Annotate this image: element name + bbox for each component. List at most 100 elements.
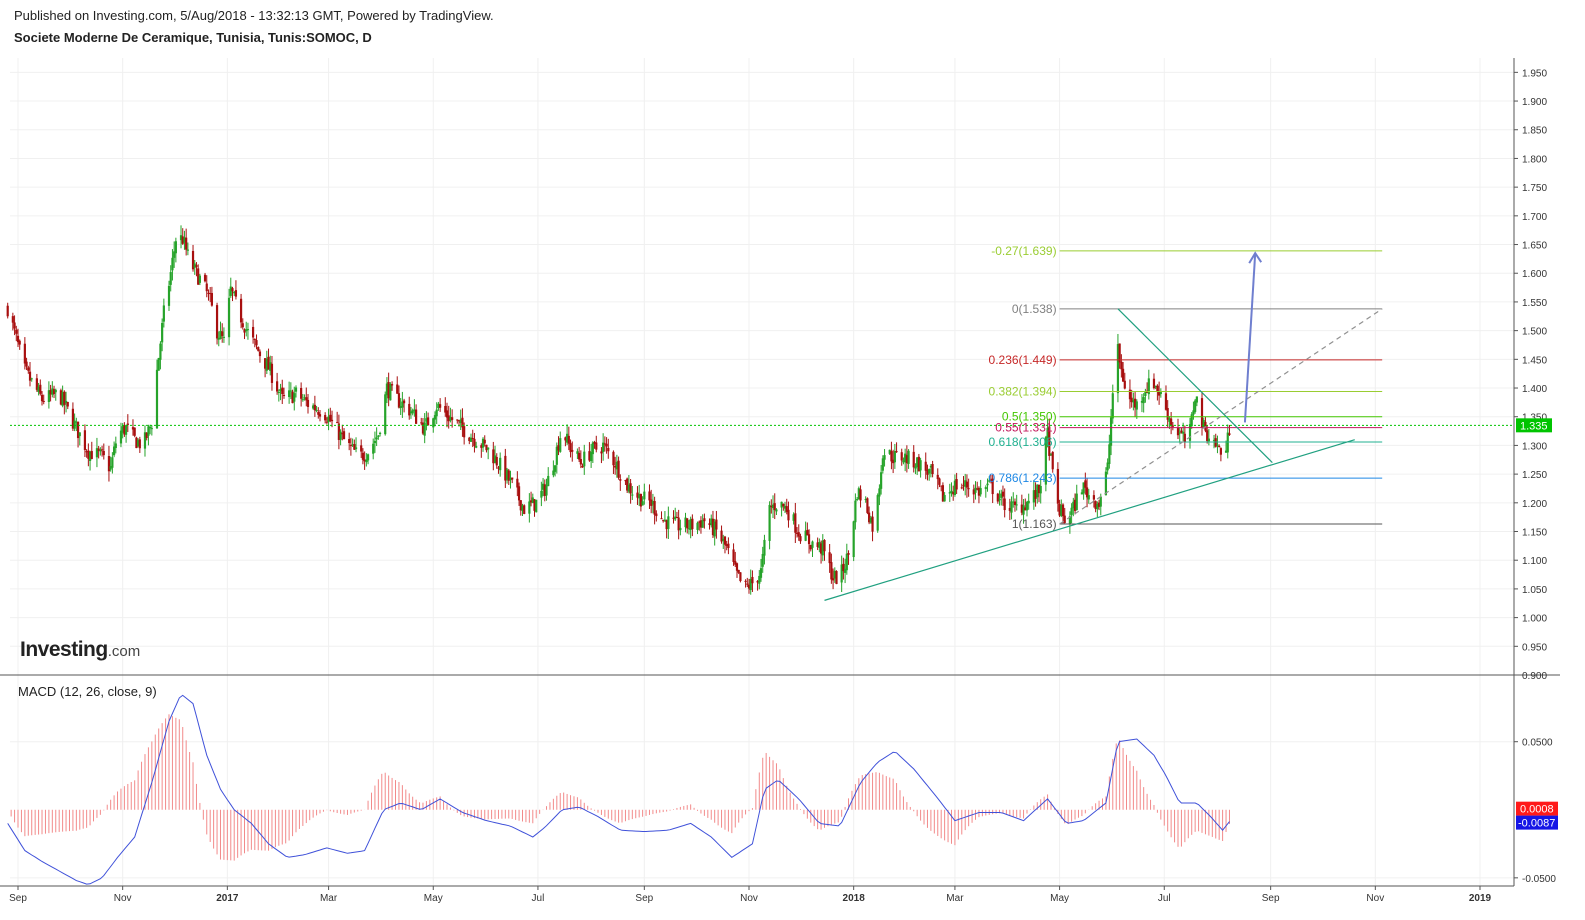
candle-body	[54, 389, 57, 393]
candle-body	[229, 286, 232, 296]
fib-level-label: 0.236(1.449)	[989, 353, 1057, 367]
candle-body	[1168, 418, 1171, 422]
candle-body	[919, 460, 922, 471]
candle-body	[425, 418, 428, 422]
time-tick-label: 2017	[216, 893, 239, 904]
candle-body	[481, 438, 485, 448]
candle-body	[1058, 503, 1061, 516]
candle-body	[773, 503, 776, 511]
candle-body	[473, 438, 476, 446]
price-tick-label: 0.900	[1522, 671, 1547, 682]
candle-body	[191, 251, 195, 270]
candle-body	[636, 492, 639, 498]
candle-body	[1192, 410, 1195, 415]
candle-body	[1158, 391, 1161, 396]
candle-body	[227, 297, 231, 338]
candle-body	[701, 520, 704, 528]
candle-body	[337, 423, 340, 440]
candle-body	[135, 437, 138, 449]
candle-body	[643, 491, 646, 500]
candle-body	[831, 578, 835, 581]
candle-body	[1013, 501, 1017, 505]
candle-body	[986, 483, 989, 486]
candle-body	[329, 414, 332, 421]
candle-body	[722, 538, 725, 541]
candle-body	[263, 358, 267, 369]
candle-body	[708, 523, 711, 525]
candle-body	[1135, 401, 1138, 410]
trendline-support	[824, 439, 1355, 601]
candle-body	[782, 503, 785, 507]
candle-body	[1154, 385, 1157, 388]
candle-body	[830, 562, 833, 580]
candle-body	[313, 404, 316, 411]
candle-body	[566, 433, 569, 443]
candle-body	[940, 485, 943, 487]
candle-body	[711, 518, 715, 536]
candle-body	[965, 481, 969, 488]
candle-body	[195, 265, 198, 267]
candle-body	[1108, 444, 1111, 464]
fib-level-label: -0.27(1.639)	[991, 244, 1056, 258]
candle-body	[746, 583, 749, 585]
candle-body	[210, 293, 214, 306]
candle-body	[859, 489, 862, 501]
candle-body	[710, 518, 713, 526]
candle-body	[131, 427, 135, 430]
candle-body	[483, 439, 486, 444]
candle-body	[950, 490, 953, 493]
candle-body	[99, 449, 102, 452]
candle-body	[301, 399, 304, 401]
candle-body	[348, 439, 351, 444]
candle-body	[288, 390, 291, 398]
candle-body	[13, 322, 16, 329]
candle-body	[143, 432, 147, 449]
time-tick-label: Sep	[9, 893, 27, 904]
candle-body	[1207, 438, 1210, 442]
candle-body	[905, 455, 908, 464]
candle-body	[433, 415, 437, 420]
candle-body	[912, 451, 915, 468]
time-tick-label: Nov	[740, 893, 758, 904]
candle-body	[787, 509, 790, 521]
candle-body	[167, 285, 171, 306]
candle-body	[306, 399, 310, 407]
candle-body	[373, 440, 377, 444]
candle-body	[1020, 504, 1023, 513]
price-tick-label: 1.750	[1522, 183, 1547, 194]
candle-body	[641, 501, 644, 506]
candle-body	[902, 460, 905, 463]
candle-body	[541, 483, 545, 490]
candle-body	[1111, 393, 1114, 419]
candle-body	[30, 378, 33, 380]
fib-level-label: 0(1.538)	[1012, 302, 1057, 316]
candle-body	[397, 393, 401, 408]
candle-body	[64, 400, 68, 404]
candle-body	[1106, 462, 1109, 471]
candle-body	[1140, 400, 1144, 403]
candle-body	[449, 416, 452, 421]
candle-body	[964, 480, 967, 487]
price-tick-label: 1.200	[1522, 499, 1547, 510]
candle-body	[114, 443, 117, 449]
candle-body	[842, 563, 845, 572]
candle-body	[138, 439, 141, 449]
candle-body	[1082, 482, 1085, 494]
candle-body	[703, 518, 706, 522]
candle-body	[353, 444, 356, 450]
candle-body	[881, 458, 884, 471]
candle-body	[1048, 426, 1051, 456]
candle-body	[432, 418, 435, 428]
published-notice: Published on Investing.com, 5/Aug/2018 -…	[14, 8, 494, 23]
candle-body	[241, 323, 244, 328]
candle-body	[602, 442, 605, 452]
candle-body	[1046, 427, 1049, 438]
candle-body	[360, 445, 363, 452]
candle-body	[737, 569, 740, 573]
candle-body	[97, 448, 100, 451]
candle-body	[475, 445, 478, 448]
candle-body	[289, 390, 292, 392]
candle-body	[411, 410, 414, 414]
candle-body	[619, 479, 622, 481]
